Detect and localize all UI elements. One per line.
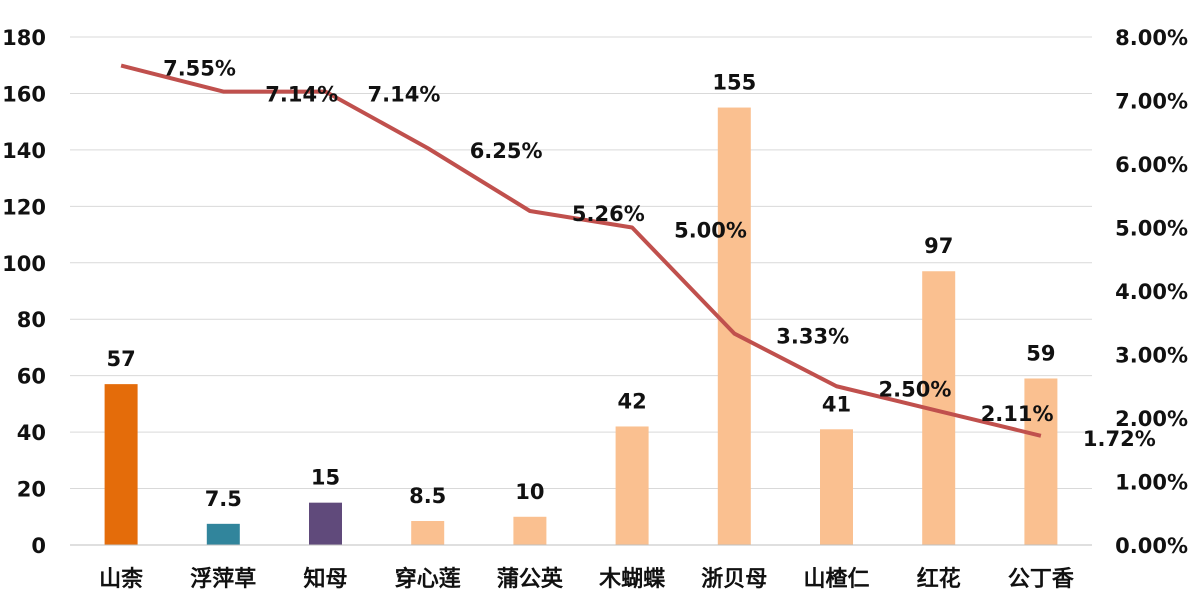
y-left-tick-label: 140 [2, 139, 46, 163]
category-label: 浮萍草 [190, 566, 256, 592]
y-left-tick-label: 0 [31, 534, 46, 558]
line-value-label: 1.72% [1083, 427, 1156, 451]
bar [820, 429, 853, 545]
y-left-tick-label: 40 [17, 421, 46, 445]
y-left-tick-label: 20 [17, 478, 46, 502]
y-left-tick-label: 100 [2, 252, 46, 276]
bar-value-label: 42 [617, 389, 646, 413]
bar-value-label: 8.5 [409, 484, 446, 508]
bar-value-label: 155 [712, 71, 756, 95]
line-value-label: 7.14% [265, 83, 338, 107]
bar [104, 384, 138, 545]
category-label: 山柰 [99, 566, 143, 592]
category-label: 知母 [303, 566, 347, 592]
y-left-tick-label: 180 [2, 26, 46, 50]
line-value-label: 7.55% [163, 57, 236, 81]
y-right-tick-label: 2.00% [1115, 407, 1188, 431]
category-label: 蒲公英 [497, 567, 564, 592]
line-value-label: 5.26% [572, 202, 645, 226]
y-right-tick-label: 7.00% [1115, 90, 1188, 114]
line-value-label: 3.33% [776, 325, 849, 349]
axis-layer: 0 20 40 60 80 100 120 140 160 180 0.00% 1.00% 2.00% 3… [2, 26, 1188, 592]
y-left-tick-label: 80 [17, 308, 46, 332]
y-right-tick-label: 8.00% [1115, 26, 1188, 50]
category-label: 红花 [917, 566, 961, 592]
y-left-tick-label: 160 [2, 82, 46, 106]
bar-value-label: 15 [311, 466, 340, 490]
line-value-label: 7.14% [368, 83, 441, 107]
y-right-tick-label: 0.00% [1115, 534, 1188, 558]
bar-value-label: 97 [924, 234, 953, 258]
y-left-tick-label: 60 [17, 365, 46, 389]
bar-value-label: 10 [515, 480, 544, 504]
category-label: 山楂仁 [803, 566, 869, 592]
bar-value-label: 41 [822, 392, 851, 416]
percentage-line [120, 63, 1042, 438]
category-label: 穿心莲 [395, 566, 461, 592]
line-layer [120, 63, 1042, 438]
bar-layer [104, 107, 1058, 546]
y-right-tick-label: 4.00% [1115, 280, 1188, 304]
y-right-tick-label: 5.00% [1115, 217, 1188, 241]
line-value-label: 6.25% [470, 139, 543, 163]
bar [615, 426, 649, 545]
y-right-tick-label: 1.00% [1115, 471, 1188, 495]
bar [309, 502, 342, 545]
bar [206, 523, 240, 545]
bar-value-label: 59 [1026, 341, 1055, 365]
line-value-label: 5.00% [674, 219, 747, 243]
bar [411, 521, 445, 545]
line-value-label: 2.50% [879, 377, 952, 401]
bar [513, 516, 547, 545]
bar [1024, 378, 1058, 545]
y-right-tick-label: 3.00% [1115, 344, 1188, 368]
y-right-tick-label: 6.00% [1115, 153, 1188, 177]
grid-layer [70, 36, 1092, 490]
line-value-label: 2.11% [981, 402, 1054, 426]
bar-value-label: 57 [106, 347, 135, 371]
category-label: 浙贝母 [701, 567, 767, 592]
label-layer: 57 7.5 15 8.5 10 42 155 41 97 59 7.55% 7.14% 7.14% 6.… [106, 57, 1155, 511]
y-left-tick-label: 120 [2, 195, 46, 219]
bar-value-label: 7.5 [205, 487, 242, 511]
bar [717, 107, 751, 546]
category-label: 公丁香 [1008, 567, 1074, 592]
category-label: 木蝴蝶 [598, 567, 666, 592]
